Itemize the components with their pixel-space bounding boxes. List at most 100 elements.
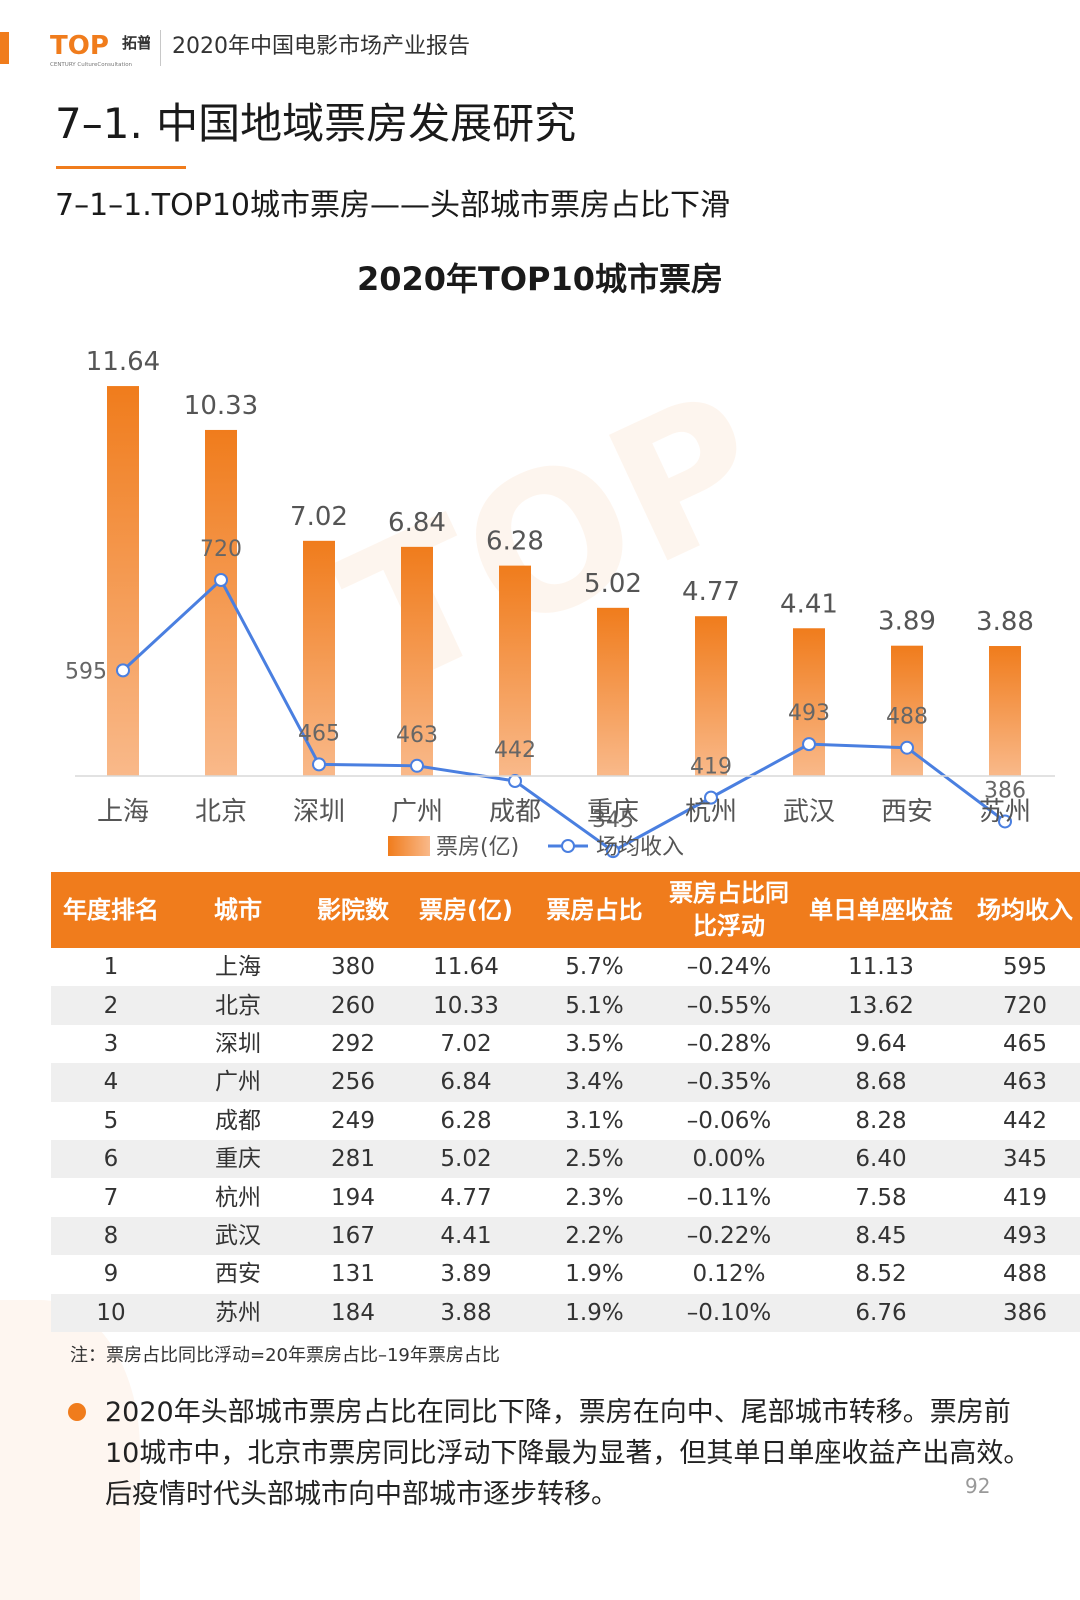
table-cell: 武汉 xyxy=(171,1216,305,1256)
line-value-label: 463 xyxy=(396,723,438,748)
table-row: 7 杭州 194 4.77 2.3% –0.11% 7.58 419 xyxy=(51,1178,1080,1217)
table-cell: 1 xyxy=(51,948,171,987)
line-point-6 xyxy=(704,790,718,805)
table-cell: 10 xyxy=(51,1293,171,1332)
header-separator xyxy=(160,30,161,66)
table-cell: 7 xyxy=(51,1178,171,1217)
table-cell: –0.10% xyxy=(658,1293,800,1332)
bar-value-label: 3.88 xyxy=(976,607,1034,637)
th-share: 票房占比 xyxy=(531,872,658,948)
table-cell: 419 xyxy=(962,1178,1080,1217)
top-logo: TOP 拓普 CENTURY CultureConsultation xyxy=(50,31,150,68)
table-cell: 4.41 xyxy=(401,1216,531,1256)
table-cell: –0.24% xyxy=(658,948,800,987)
bar-value-label: 7.02 xyxy=(290,502,348,532)
line-point-4 xyxy=(508,773,522,788)
x-tick-label: 广州 xyxy=(391,797,443,827)
table-cell: 488 xyxy=(962,1255,1080,1294)
bar-6 xyxy=(695,616,727,776)
table-cell: 6.84 xyxy=(401,1063,531,1102)
table-cell: 7.58 xyxy=(800,1178,962,1217)
table-cell: 西安 xyxy=(171,1255,305,1294)
x-tick-label: 成都 xyxy=(489,797,541,827)
table-cell: 386 xyxy=(962,1293,1080,1332)
table-cell: 6.76 xyxy=(800,1293,962,1332)
legend: 票房(亿) 场均收入 xyxy=(388,835,684,860)
table-cell: 493 xyxy=(962,1216,1080,1256)
table-cell: 11.13 xyxy=(800,948,962,987)
logo-subtext: CENTURY CultureConsultation xyxy=(50,62,133,68)
table-cell: 成都 xyxy=(171,1101,305,1140)
line-point-5 xyxy=(606,844,620,859)
page-number: 92 xyxy=(965,1474,991,1498)
table-cell: 720 xyxy=(962,986,1080,1025)
line-point-3 xyxy=(410,758,424,773)
table-cell: 0.12% xyxy=(658,1255,800,1294)
x-tick-label: 北京 xyxy=(195,797,247,827)
x-tick-label: 西安 xyxy=(881,797,933,827)
table-row: 4 广州 256 6.84 3.4% –0.35% 8.68 463 xyxy=(51,1063,1080,1102)
line-series xyxy=(121,577,1006,853)
bar-9 xyxy=(989,646,1021,776)
table-cell: 7.02 xyxy=(401,1024,531,1064)
table-cell: –0.55% xyxy=(658,986,800,1025)
line-point-7 xyxy=(802,737,816,752)
bar-value-label: 4.41 xyxy=(780,589,838,619)
table-cell: 0.00% xyxy=(658,1139,800,1179)
table-row: 8 武汉 167 4.41 2.2% –0.22% 8.45 493 xyxy=(51,1216,1080,1256)
table-cell: 3.89 xyxy=(401,1255,531,1294)
table-cell: 2.2% xyxy=(531,1216,658,1256)
line-value-label: 465 xyxy=(298,721,340,746)
line-point-9 xyxy=(998,814,1012,829)
th-cinemas: 影院数 xyxy=(305,872,401,948)
table-row: 6 重庆 281 5.02 2.5% 0.00% 6.40 345 xyxy=(51,1139,1080,1179)
bar-5 xyxy=(597,607,629,776)
table-header-row: 年度排名 城市 影院数 票房(亿) 票房占比 票房占比同比浮动 单日单座收益 场… xyxy=(51,872,1080,948)
table-cell: 4 xyxy=(51,1063,171,1102)
table-cell: 256 xyxy=(305,1063,401,1102)
x-tick-labels: 上海 北京 深圳 广州 成都 重庆 杭州 武汉 西安 苏州 xyxy=(97,797,1031,827)
table-cell: 345 xyxy=(962,1139,1080,1179)
x-tick-label: 武汉 xyxy=(783,797,835,827)
line-point-8 xyxy=(900,740,914,755)
table-cell: 8 xyxy=(51,1216,171,1256)
bar-value-label: 11.64 xyxy=(86,347,160,377)
line-value-label: 488 xyxy=(886,705,928,730)
table-cell: 3.5% xyxy=(531,1024,658,1064)
bar-value-label: 6.84 xyxy=(388,508,446,538)
line-value-label: 595 xyxy=(65,659,107,684)
section-title: 7–1. 中国地域票房发展研究 xyxy=(55,99,577,148)
legend-line-marker xyxy=(561,839,575,853)
line-value-label: 493 xyxy=(788,701,830,726)
line-point-2 xyxy=(312,757,326,772)
bar-0 xyxy=(107,386,139,776)
table-cell: 重庆 xyxy=(171,1139,305,1179)
bar-3 xyxy=(401,546,433,776)
table-note: 注：票房占比同比浮动=20年票房占比–19年票房占比 xyxy=(70,1345,500,1366)
table-cell: 465 xyxy=(962,1024,1080,1064)
table-cell: 292 xyxy=(305,1024,401,1064)
city-box-office-table: 年度排名 城市 影院数 票房(亿) 票房占比 票房占比同比浮动 单日单座收益 场… xyxy=(51,872,1080,1332)
table-cell: 1.9% xyxy=(531,1293,658,1332)
table-row: 2 北京 260 10.33 5.1% –0.55% 13.62 720 xyxy=(51,986,1080,1025)
table-cell: 广州 xyxy=(171,1063,305,1102)
table-cell: 167 xyxy=(305,1216,401,1256)
table-cell: 2 xyxy=(51,986,171,1025)
table-cell: 6.40 xyxy=(800,1139,962,1179)
table-cell: 5 xyxy=(51,1101,171,1140)
table-cell: 杭州 xyxy=(171,1178,305,1217)
table-cell: 8.45 xyxy=(800,1216,962,1256)
th-avg-revenue: 场均收入 xyxy=(962,872,1080,948)
chart-title: 2020年TOP10城市票房 xyxy=(357,260,723,298)
bullet-dot xyxy=(68,1403,86,1421)
table-cell: 4.77 xyxy=(401,1178,531,1217)
th-share-change: 票房占比同比浮动 xyxy=(658,872,800,948)
table-cell: 10.33 xyxy=(401,986,531,1025)
box-office-chart: 2020年TOP10城市票房 11.64 10.33 7.02 6.84 6.28 5.0… xyxy=(65,260,1055,860)
table-cell: 184 xyxy=(305,1293,401,1332)
table-cell: –0.35% xyxy=(658,1063,800,1102)
table-cell: 2.5% xyxy=(531,1139,658,1179)
table-cell: 2.3% xyxy=(531,1178,658,1217)
line-point-1 xyxy=(214,573,228,587)
